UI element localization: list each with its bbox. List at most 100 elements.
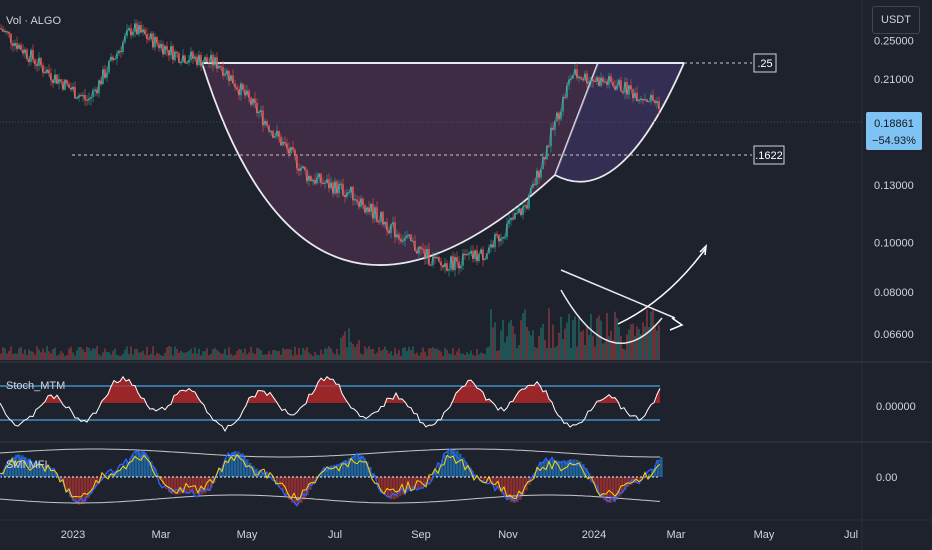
volume-bar	[128, 353, 130, 360]
smi-bar	[492, 477, 495, 486]
candle-body	[358, 201, 360, 207]
candle-body	[446, 263, 448, 271]
volume-bar	[258, 348, 260, 360]
volume-bar	[108, 351, 110, 360]
candle-body	[376, 207, 378, 222]
candle-body	[454, 257, 456, 271]
price-tick-label: 0.06600	[874, 329, 914, 341]
volume-bar	[450, 353, 452, 360]
candle-body	[106, 72, 108, 78]
volume-bar	[16, 353, 18, 360]
volume-bar	[350, 341, 352, 360]
candle-body	[142, 29, 144, 33]
candle-body	[256, 102, 258, 113]
volume-trendline[interactable]	[560, 269, 676, 319]
smi-bar	[123, 464, 126, 477]
volume-bar	[380, 350, 382, 360]
volume-bar	[34, 354, 36, 360]
candle-body	[438, 257, 440, 262]
volume-bar	[126, 346, 128, 360]
candle-body	[352, 186, 354, 201]
candle-body	[356, 199, 358, 202]
handle-shape[interactable]	[555, 63, 684, 182]
level-box-1622[interactable]	[753, 145, 785, 165]
volume-bar	[334, 354, 336, 360]
candle-body	[574, 69, 576, 76]
smi-bar	[366, 461, 369, 477]
candle-body	[124, 35, 126, 43]
symbol-label[interactable]: Vol · ALGO	[6, 15, 61, 27]
volume-bar	[172, 355, 174, 360]
candle-body	[626, 81, 628, 95]
price-axis[interactable]: 0.25000 0.21000 0.13000 0.10000 0.08000 0.066…	[874, 36, 914, 342]
volume-bar	[628, 329, 630, 360]
smi-bar	[429, 477, 432, 481]
smi-bar	[501, 477, 504, 494]
candle-body	[74, 86, 76, 99]
time-tick-label: 2024	[582, 529, 606, 541]
smi-bar	[378, 477, 381, 486]
volume-bar	[22, 353, 24, 360]
currency-button[interactable]: USDT	[872, 6, 920, 34]
volume-bar	[636, 326, 638, 360]
candle-body	[258, 112, 260, 114]
volume-bar	[302, 347, 304, 360]
cup-outline[interactable]	[201, 62, 599, 266]
volume-curve[interactable]	[560, 289, 663, 344]
candle-body	[372, 203, 374, 219]
volume-bar	[72, 352, 74, 360]
smi-mfi-title[interactable]: SMI MFI	[6, 459, 48, 471]
smi-bar	[63, 477, 66, 487]
level-box-25[interactable]	[753, 53, 777, 73]
handle-outline[interactable]	[554, 62, 685, 183]
candle-body	[136, 23, 138, 35]
candle-body	[472, 250, 474, 260]
smi-bar	[162, 477, 165, 485]
smi-bar	[234, 451, 237, 477]
volume-bar	[304, 349, 306, 360]
candle-body	[210, 54, 212, 63]
volume-bar	[112, 350, 114, 360]
volume-bar	[40, 352, 42, 360]
volume-bar	[398, 349, 400, 360]
candle-body	[518, 208, 520, 214]
time-axis[interactable]: 2023 Mar May Jul Sep Nov 2024 Mar May Jul	[61, 529, 858, 541]
candle-body	[144, 29, 146, 34]
candle-body	[432, 256, 434, 266]
candle-body	[64, 79, 66, 90]
candle-body	[468, 253, 470, 255]
smi-bar	[240, 453, 243, 477]
smi-bar	[483, 477, 486, 481]
candle-body	[48, 69, 50, 74]
smi-bar	[543, 461, 546, 477]
smi-bar	[522, 477, 525, 496]
smi-bar	[396, 477, 399, 499]
volume-bar	[12, 354, 14, 360]
cup-shape[interactable]	[202, 63, 598, 266]
smi-bar	[12, 456, 15, 477]
volume-bar	[344, 331, 346, 360]
volume-bar	[160, 355, 162, 360]
candle-body	[486, 253, 488, 259]
projection-arrow[interactable]	[617, 247, 707, 325]
volume-bar	[432, 347, 434, 360]
volume-bar	[638, 329, 640, 360]
volume-bar	[326, 348, 328, 360]
candle-body	[336, 181, 338, 194]
candle-body	[296, 155, 298, 169]
smi-bar	[168, 477, 171, 493]
stoch-mtm-title[interactable]: Stoch_MTM	[6, 380, 65, 392]
volume-bar	[646, 309, 648, 360]
volume-bar	[36, 346, 38, 360]
smi-bar	[66, 477, 69, 492]
candle-body	[268, 125, 270, 132]
smi-bar	[354, 454, 357, 477]
volume-bar	[254, 353, 256, 360]
volume-bar	[504, 342, 506, 360]
candle-body	[588, 81, 590, 84]
volume-bar	[524, 309, 526, 360]
smi-bar	[372, 473, 375, 477]
volume-bar	[502, 320, 504, 360]
volume-bar	[648, 327, 650, 360]
